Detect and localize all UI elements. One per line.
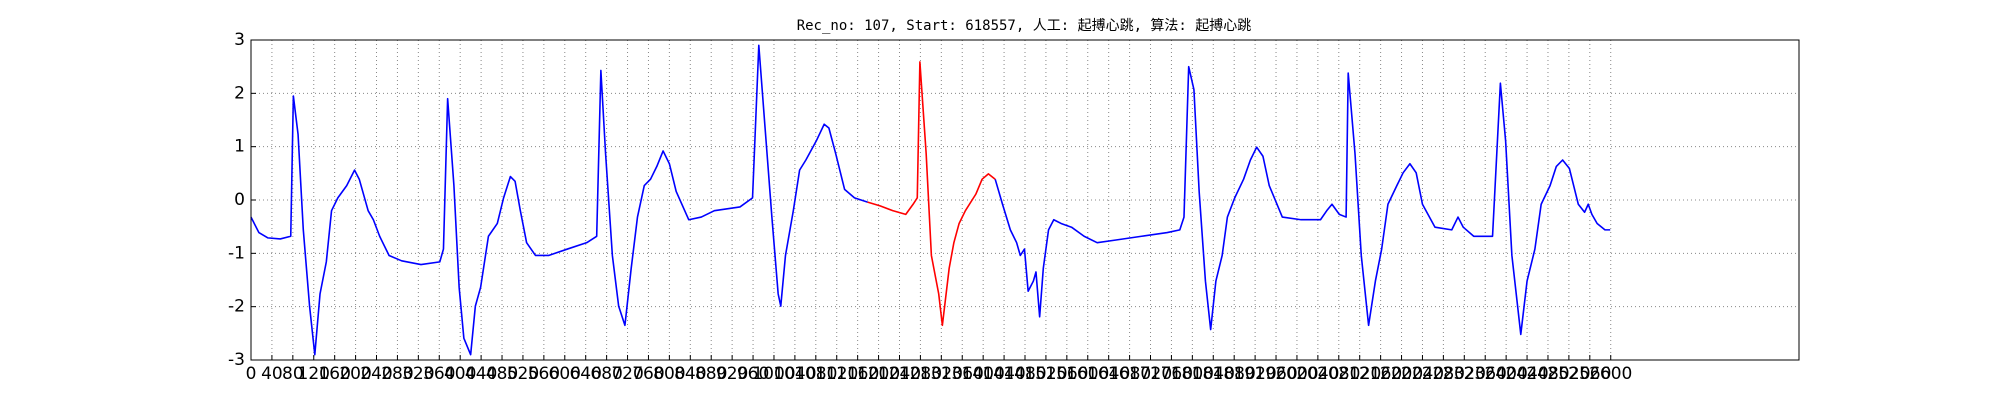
x-tick-label: 1280	[899, 364, 942, 384]
x-tick-label: 960	[737, 364, 769, 384]
x-tick-label: 360	[423, 364, 455, 384]
x-tick-label: 560	[528, 364, 560, 384]
x-tick-label: 1360	[941, 364, 984, 384]
x-tick-label: 280	[381, 364, 413, 384]
x-tick-label: 2320	[1443, 364, 1486, 384]
x-tick-label: 920	[716, 364, 748, 384]
x-tick-label: 2520	[1547, 364, 1590, 384]
x-tick-label: 1640	[1087, 364, 1130, 384]
x-tick-label: 600	[549, 364, 581, 384]
plot-frame	[250, 39, 1800, 361]
x-tick-label: 1480	[1003, 364, 1046, 384]
x-tick-label: 840	[674, 364, 706, 384]
y-tick-label: -1	[228, 243, 245, 263]
x-tick-label: 1320	[920, 364, 963, 384]
x-tick-label: 1120	[815, 364, 858, 384]
x-tick-label: 640	[569, 364, 601, 384]
x-tick-label: 2160	[1359, 364, 1402, 384]
x-tick-label: 2400	[1485, 364, 1528, 384]
x-tick-label: 760	[632, 364, 664, 384]
x-tick-label: 1520	[1024, 364, 1067, 384]
x-tick-label: 1080	[794, 364, 837, 384]
x-tick-label: 1760	[1150, 364, 1193, 384]
x-tick-label: 1960	[1254, 364, 1297, 384]
x-tick-label: 440	[465, 364, 497, 384]
x-tick-label: 2120	[1338, 364, 1381, 384]
x-tick-label: 2360	[1464, 364, 1507, 384]
x-tick-label: 40	[261, 364, 283, 384]
x-tick-label: 1680	[1108, 364, 1151, 384]
x-tick-label: 1240	[878, 364, 921, 384]
x-tick-label: 2600	[1589, 364, 1632, 384]
x-tick-label: 1400	[962, 364, 1005, 384]
x-tick-label: 520	[507, 364, 539, 384]
x-tick-label: 2480	[1526, 364, 1569, 384]
x-tick-label: 2040	[1296, 364, 1339, 384]
x-tick-label: 160	[318, 364, 350, 384]
x-tick-label: 2080	[1317, 364, 1360, 384]
x-tick-label: 1040	[773, 364, 816, 384]
x-tick-label: 1880	[1213, 364, 1256, 384]
x-tick-label: 800	[653, 364, 685, 384]
x-tick-label: 320	[402, 364, 434, 384]
x-tick-label: 2440	[1505, 364, 1548, 384]
x-tick-label: 1200	[857, 364, 900, 384]
x-tick-label: 480	[486, 364, 518, 384]
x-tick-label: 2560	[1568, 364, 1611, 384]
x-tick-label: 240	[360, 364, 392, 384]
x-tick-label: 1560	[1045, 364, 1088, 384]
x-tick-label: 1800	[1171, 364, 1214, 384]
x-tick-label: 1920	[1233, 364, 1276, 384]
x-tick-label: 0	[246, 364, 257, 384]
x-tick-label: 2200	[1380, 364, 1423, 384]
y-tick-label: 2	[234, 83, 245, 103]
x-tick-label: 880	[695, 364, 727, 384]
x-tick-label: 2280	[1422, 364, 1465, 384]
x-tick-label: 120	[298, 364, 330, 384]
x-tick-label: 2000	[1275, 364, 1318, 384]
chart-title: Rec_no: 107, Start: 618557, 人工: 起搏心跳, 算法…	[797, 17, 1252, 34]
x-tick-label: 1160	[836, 364, 879, 384]
x-tick-label: 400	[444, 364, 476, 384]
x-tick-label: 2240	[1401, 364, 1444, 384]
y-tick-label: 1	[234, 137, 245, 157]
x-tick-label: 1000	[752, 364, 795, 384]
y-tick-label: -3	[228, 350, 245, 370]
x-tick-label: 720	[611, 364, 643, 384]
line-series	[250, 44, 1611, 356]
x-tick-label: 1600	[1066, 364, 1109, 384]
x-tick-label: 1840	[1192, 364, 1235, 384]
x-tick-label: 680	[590, 364, 622, 384]
x-tick-label: 200	[339, 364, 371, 384]
x-tick-label: 1440	[982, 364, 1025, 384]
y-tick-label: 3	[234, 30, 245, 50]
y-tick-label: 0	[234, 190, 245, 210]
y-tick-label: -2	[228, 297, 245, 317]
x-tick-label: 80	[282, 364, 304, 384]
x-tick-label: 1720	[1129, 364, 1172, 384]
line-series	[867, 61, 996, 327]
